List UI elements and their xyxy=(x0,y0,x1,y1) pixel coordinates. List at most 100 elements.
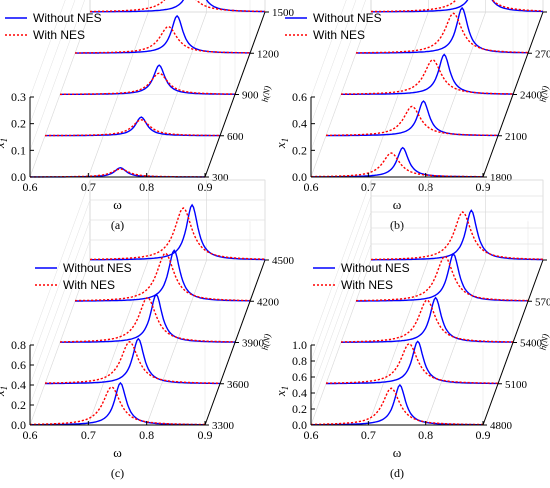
curve-with-nes xyxy=(45,119,220,137)
y-tick-label: 0.8 xyxy=(11,338,26,352)
z-tick-label: 1800 xyxy=(490,172,513,184)
curve-with-nes xyxy=(89,207,266,261)
y-tick-label: 0.6 xyxy=(292,370,307,384)
chart-panel: 0.6 0.7 0.8 0.9 0.0 0.2 0.4 0.6 0.8 1.0 4800 5100 54… xyxy=(273,179,550,480)
panel-label: (a) xyxy=(111,218,124,232)
panel-label: (d) xyxy=(390,466,404,480)
y-tick-label: 1.0 xyxy=(292,338,307,352)
legend-label-with-nes: With NES xyxy=(33,28,85,42)
curve-without-nes xyxy=(371,0,543,13)
z-tick-label: 2100 xyxy=(505,131,528,143)
y-tick-label: 0.2 xyxy=(11,398,26,412)
grid-line xyxy=(310,0,366,151)
chart-panel: 0.6 0.7 0.8 0.9 0.0 0.2 0.4 0.6 0.8 3300 3600 3900 4… xyxy=(0,179,295,480)
x-tick-label: 0.7 xyxy=(361,428,376,442)
x-tick-label: 0.6 xyxy=(304,428,319,442)
z-tick-label: 5400 xyxy=(520,338,543,350)
y-tick-label: 0.4 xyxy=(292,117,307,131)
x-tick-label: 0.7 xyxy=(81,428,96,442)
legend-label-with-nes: With NES xyxy=(63,278,115,292)
z-tick-label: 4800 xyxy=(490,420,513,432)
x-axis-label: ω xyxy=(113,197,122,212)
x-axis-label: ω xyxy=(113,445,122,460)
legend-label-with-nes: With NES xyxy=(313,28,365,42)
y-tick-label: 0.0 xyxy=(11,170,26,184)
grid-line xyxy=(310,211,372,378)
y-tick-label: 0.2 xyxy=(292,143,307,157)
x-tick-label: 0.6 xyxy=(23,180,38,194)
y-tick-label: 0.2 xyxy=(292,402,307,416)
x-tick-label: 0.8 xyxy=(418,180,433,194)
y-axis-label-main: x xyxy=(273,390,288,397)
y-tick-label: 0.8 xyxy=(292,354,307,368)
y-axis-label-sub: 1 xyxy=(280,386,290,391)
z-tick-label: 4500 xyxy=(272,255,295,267)
grid-line xyxy=(310,0,347,98)
curve-with-nes xyxy=(311,387,483,426)
y-tick-label: 0.0 xyxy=(11,418,26,432)
curve-with-nes xyxy=(75,252,250,302)
z-tick-label: 3600 xyxy=(227,379,250,391)
z-tick-label: 600 xyxy=(227,131,244,143)
y-tick-label: 0.0 xyxy=(292,170,307,184)
y-axis-label-sub: 1 xyxy=(0,138,9,143)
curve-without-nes xyxy=(60,64,236,96)
grid-line xyxy=(310,243,372,410)
z-tick-label: 5700 xyxy=(535,296,550,308)
y-tick-label: 0.4 xyxy=(11,378,26,392)
y-tick-label: 0.2 xyxy=(11,117,26,131)
y-tick-label: 0.1 xyxy=(11,143,26,157)
curve-without-nes xyxy=(326,340,498,385)
curve-without-nes xyxy=(90,203,265,261)
x-tick-label: 0.9 xyxy=(198,180,213,194)
y-tick-label: 0.4 xyxy=(292,386,307,400)
z-tick-label: 900 xyxy=(242,90,259,102)
y-axis-label-main: x xyxy=(0,142,7,149)
curve-without-nes xyxy=(90,0,266,13)
legend: Without NES With NES xyxy=(5,11,102,42)
grid-line xyxy=(29,219,91,386)
curve-without-nes xyxy=(60,293,235,343)
grid-line xyxy=(29,179,91,346)
x-tick-label: 0.7 xyxy=(81,180,96,194)
y-tick-label: 0.0 xyxy=(292,418,307,432)
legend-label-without-nes: Without NES xyxy=(33,11,102,25)
grid-line xyxy=(29,0,66,98)
grid-line xyxy=(310,0,357,124)
curve-with-nes xyxy=(341,59,513,95)
z-tick-label: 1500 xyxy=(272,7,295,19)
curve-with-nes xyxy=(355,255,529,302)
legend: Without NES With NES xyxy=(313,261,410,292)
curve-with-nes xyxy=(356,12,528,54)
z-axis-label: h(N) xyxy=(260,333,273,351)
grid-line xyxy=(29,0,85,151)
curve-without-nes xyxy=(311,383,483,426)
y-axis-label: x1 xyxy=(273,138,290,149)
legend-label-without-nes: Without NES xyxy=(313,11,382,25)
y-axis-label: x1 xyxy=(273,386,290,397)
y-axis-label: x1 xyxy=(0,138,9,149)
z-axis-label: h(N) xyxy=(260,85,273,103)
curve-with-nes xyxy=(371,211,543,261)
z-tick-label: 5100 xyxy=(505,379,528,391)
z-axis-label: h(N) xyxy=(538,85,550,103)
curve-with-nes xyxy=(311,152,483,178)
curve-with-nes xyxy=(75,25,250,54)
y-axis-label-main: x xyxy=(0,390,7,397)
curve-without-nes xyxy=(341,296,513,343)
x-tick-label: 0.6 xyxy=(23,428,38,442)
y-tick-label: 0.3 xyxy=(11,90,26,104)
y-axis-label-sub: 1 xyxy=(280,138,290,143)
x-tick-label: 0.9 xyxy=(476,180,491,194)
curve-with-nes xyxy=(60,72,235,95)
x-tick-label: 0.8 xyxy=(139,180,154,194)
curve-without-nes xyxy=(341,53,513,95)
z-axis-label: h(N) xyxy=(538,333,550,351)
curve-without-nes xyxy=(45,337,220,385)
curve-with-nes xyxy=(30,386,205,426)
z-tick-label: 4200 xyxy=(257,296,280,308)
y-tick-label: 0.6 xyxy=(11,358,26,372)
x-axis-label: ω xyxy=(393,445,402,460)
grid-line xyxy=(310,195,372,362)
